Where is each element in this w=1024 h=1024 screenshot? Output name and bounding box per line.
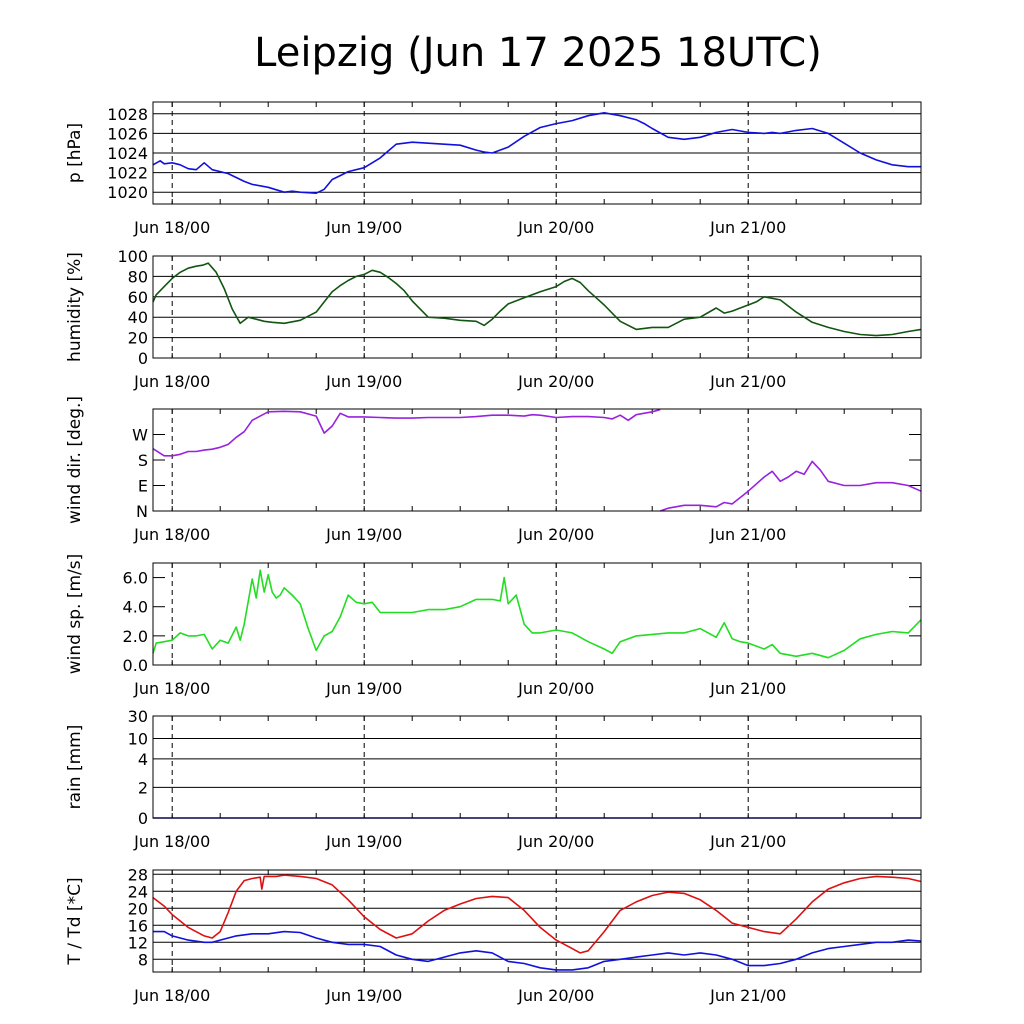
x-tick-label: Jun 21/00 [709, 525, 786, 544]
y-tick-label: 1020 [107, 183, 148, 202]
x-tick-label: Jun 20/00 [517, 372, 594, 391]
y-tick-label: 4.0 [123, 598, 148, 617]
y-tick-label: 6.0 [123, 569, 148, 588]
x-tick-label: Jun 18/00 [133, 372, 210, 391]
x-tick-label: Jun 21/00 [709, 218, 786, 237]
y-axis-label: p [hPa] [65, 123, 85, 183]
series-line [152, 874, 922, 954]
x-tick-label: Jun 19/00 [325, 832, 402, 851]
y-tick-label: 20 [128, 899, 148, 918]
y-tick-label: 10 [128, 729, 148, 748]
x-tick-label: Jun 21/00 [709, 372, 786, 391]
x-tick-label: Jun 19/00 [325, 525, 402, 544]
plot-frame [152, 562, 922, 666]
y-tick-label: 1024 [107, 144, 148, 163]
panel-rain: 0 2 4 10 30 Jun 18/00 Jun 19/00 Jun 20/00 Jun 21… [65, 707, 922, 851]
x-tick-label: Jun 19/00 [325, 679, 402, 698]
y-axis-label: T / Td [*C] [65, 877, 85, 965]
y-tick-label: 60 [128, 288, 148, 307]
y-tick-label: 0 [138, 809, 148, 828]
x-tick-label: Jun 20/00 [517, 218, 594, 237]
series-line [152, 408, 661, 457]
plot-frame [152, 255, 922, 359]
y-tick-label: 4 [138, 750, 148, 769]
y-tick-label: 1026 [107, 124, 148, 143]
x-tick-label: Jun 19/00 [325, 218, 402, 237]
x-tick-label: Jun 19/00 [325, 986, 402, 1005]
y-tick-label: 1028 [107, 105, 148, 124]
y-tick-label: 0.0 [123, 656, 148, 675]
x-tick-label: Jun 21/00 [709, 679, 786, 698]
y-tick-label: E [138, 477, 148, 496]
series-line [153, 930, 922, 971]
series-line [659, 460, 922, 512]
x-tick-label: Jun 18/00 [133, 679, 210, 698]
y-tick-label: 1022 [107, 164, 148, 183]
y-tick-label: 2.0 [123, 627, 148, 646]
plot-frame [152, 408, 922, 512]
y-tick-label: 100 [117, 247, 148, 266]
y-tick-label: W [132, 426, 148, 445]
x-tick-label: Jun 18/00 [133, 218, 210, 237]
plot-frame [152, 715, 922, 819]
y-axis-label: rain [mm] [65, 725, 85, 810]
plot-frame [152, 869, 922, 973]
y-tick-label: 30 [128, 707, 148, 726]
x-tick-label: Jun 20/00 [517, 679, 594, 698]
y-tick-label: 20 [128, 329, 148, 348]
y-axis-label: wind dir. [deg.] [65, 396, 85, 524]
series-line [152, 569, 922, 659]
y-tick-label: 40 [128, 308, 148, 327]
y-tick-label: 2 [138, 778, 148, 797]
series-line [152, 112, 921, 194]
x-tick-label: Jun 20/00 [517, 986, 594, 1005]
series-line [152, 262, 922, 337]
x-tick-label: Jun 21/00 [709, 986, 786, 1005]
y-tick-label: S [138, 451, 148, 470]
y-tick-label: 16 [128, 916, 148, 935]
x-tick-label: Jun 21/00 [709, 832, 786, 851]
x-tick-label: Jun 20/00 [517, 832, 594, 851]
y-axis-label: wind sp. [m/s] [65, 554, 85, 674]
panel-wind-speed: 0.0 2.0 4.0 6.0 Jun 18/00 Jun 19/00 Jun 20/00 J… [65, 554, 922, 698]
y-tick-label: 28 [128, 865, 148, 884]
x-tick-label: Jun 18/00 [133, 525, 210, 544]
y-tick-label: 80 [128, 267, 148, 286]
y-tick-label: 8 [138, 950, 148, 969]
y-tick-label: N [136, 502, 148, 521]
y-tick-label: 0 [138, 349, 148, 368]
x-tick-label: Jun 18/00 [133, 986, 210, 1005]
x-tick-label: Jun 19/00 [325, 372, 402, 391]
plot-frame [152, 101, 922, 205]
chart-title: Leipzig (Jun 17 2025 18UTC) [254, 30, 822, 76]
y-axis-label: humidity [%] [65, 252, 85, 362]
y-tick-label: 12 [128, 933, 148, 952]
x-tick-label: Jun 18/00 [133, 832, 210, 851]
y-tick-label: 24 [128, 882, 148, 901]
x-tick-label: Jun 20/00 [517, 525, 594, 544]
